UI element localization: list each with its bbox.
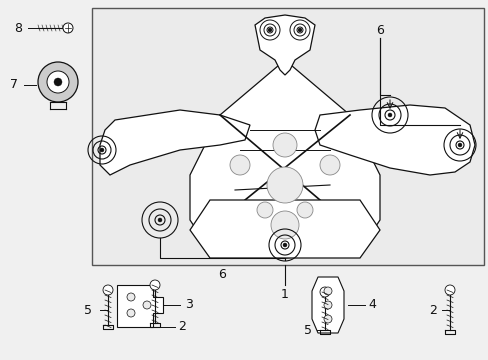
Circle shape — [283, 243, 286, 247]
Circle shape — [150, 280, 160, 290]
Circle shape — [103, 285, 113, 295]
Circle shape — [100, 148, 104, 152]
Circle shape — [457, 143, 461, 147]
Text: 4: 4 — [367, 298, 375, 311]
Circle shape — [324, 287, 331, 295]
Circle shape — [127, 293, 135, 301]
Polygon shape — [117, 285, 163, 327]
Circle shape — [257, 202, 272, 218]
Bar — [92, 8, 483, 265]
Circle shape — [127, 309, 135, 317]
Text: 2: 2 — [178, 320, 185, 333]
Circle shape — [297, 28, 302, 32]
Circle shape — [319, 155, 339, 175]
Text: 1: 1 — [281, 288, 288, 302]
Circle shape — [142, 301, 151, 309]
Circle shape — [444, 285, 454, 295]
Text: 2: 2 — [428, 303, 436, 316]
Circle shape — [319, 287, 329, 297]
Polygon shape — [314, 105, 474, 175]
Text: 3: 3 — [184, 298, 192, 311]
Circle shape — [324, 315, 331, 323]
Circle shape — [387, 113, 391, 117]
Circle shape — [229, 155, 249, 175]
Circle shape — [47, 71, 69, 93]
Polygon shape — [100, 110, 249, 175]
Text: 5: 5 — [304, 324, 311, 337]
Text: 6: 6 — [375, 23, 383, 36]
Circle shape — [158, 218, 162, 222]
Polygon shape — [190, 200, 379, 258]
Circle shape — [63, 23, 73, 33]
Circle shape — [267, 28, 271, 32]
Text: 7: 7 — [10, 78, 18, 91]
Circle shape — [38, 62, 78, 102]
Text: 6: 6 — [218, 269, 225, 282]
Circle shape — [296, 202, 312, 218]
Circle shape — [270, 211, 298, 239]
Circle shape — [324, 301, 331, 309]
Polygon shape — [311, 277, 343, 333]
Text: 5: 5 — [84, 303, 92, 316]
Circle shape — [266, 167, 303, 203]
Polygon shape — [254, 15, 314, 75]
Circle shape — [272, 133, 296, 157]
Circle shape — [54, 78, 62, 86]
Text: 8: 8 — [14, 22, 22, 35]
Polygon shape — [190, 60, 379, 258]
